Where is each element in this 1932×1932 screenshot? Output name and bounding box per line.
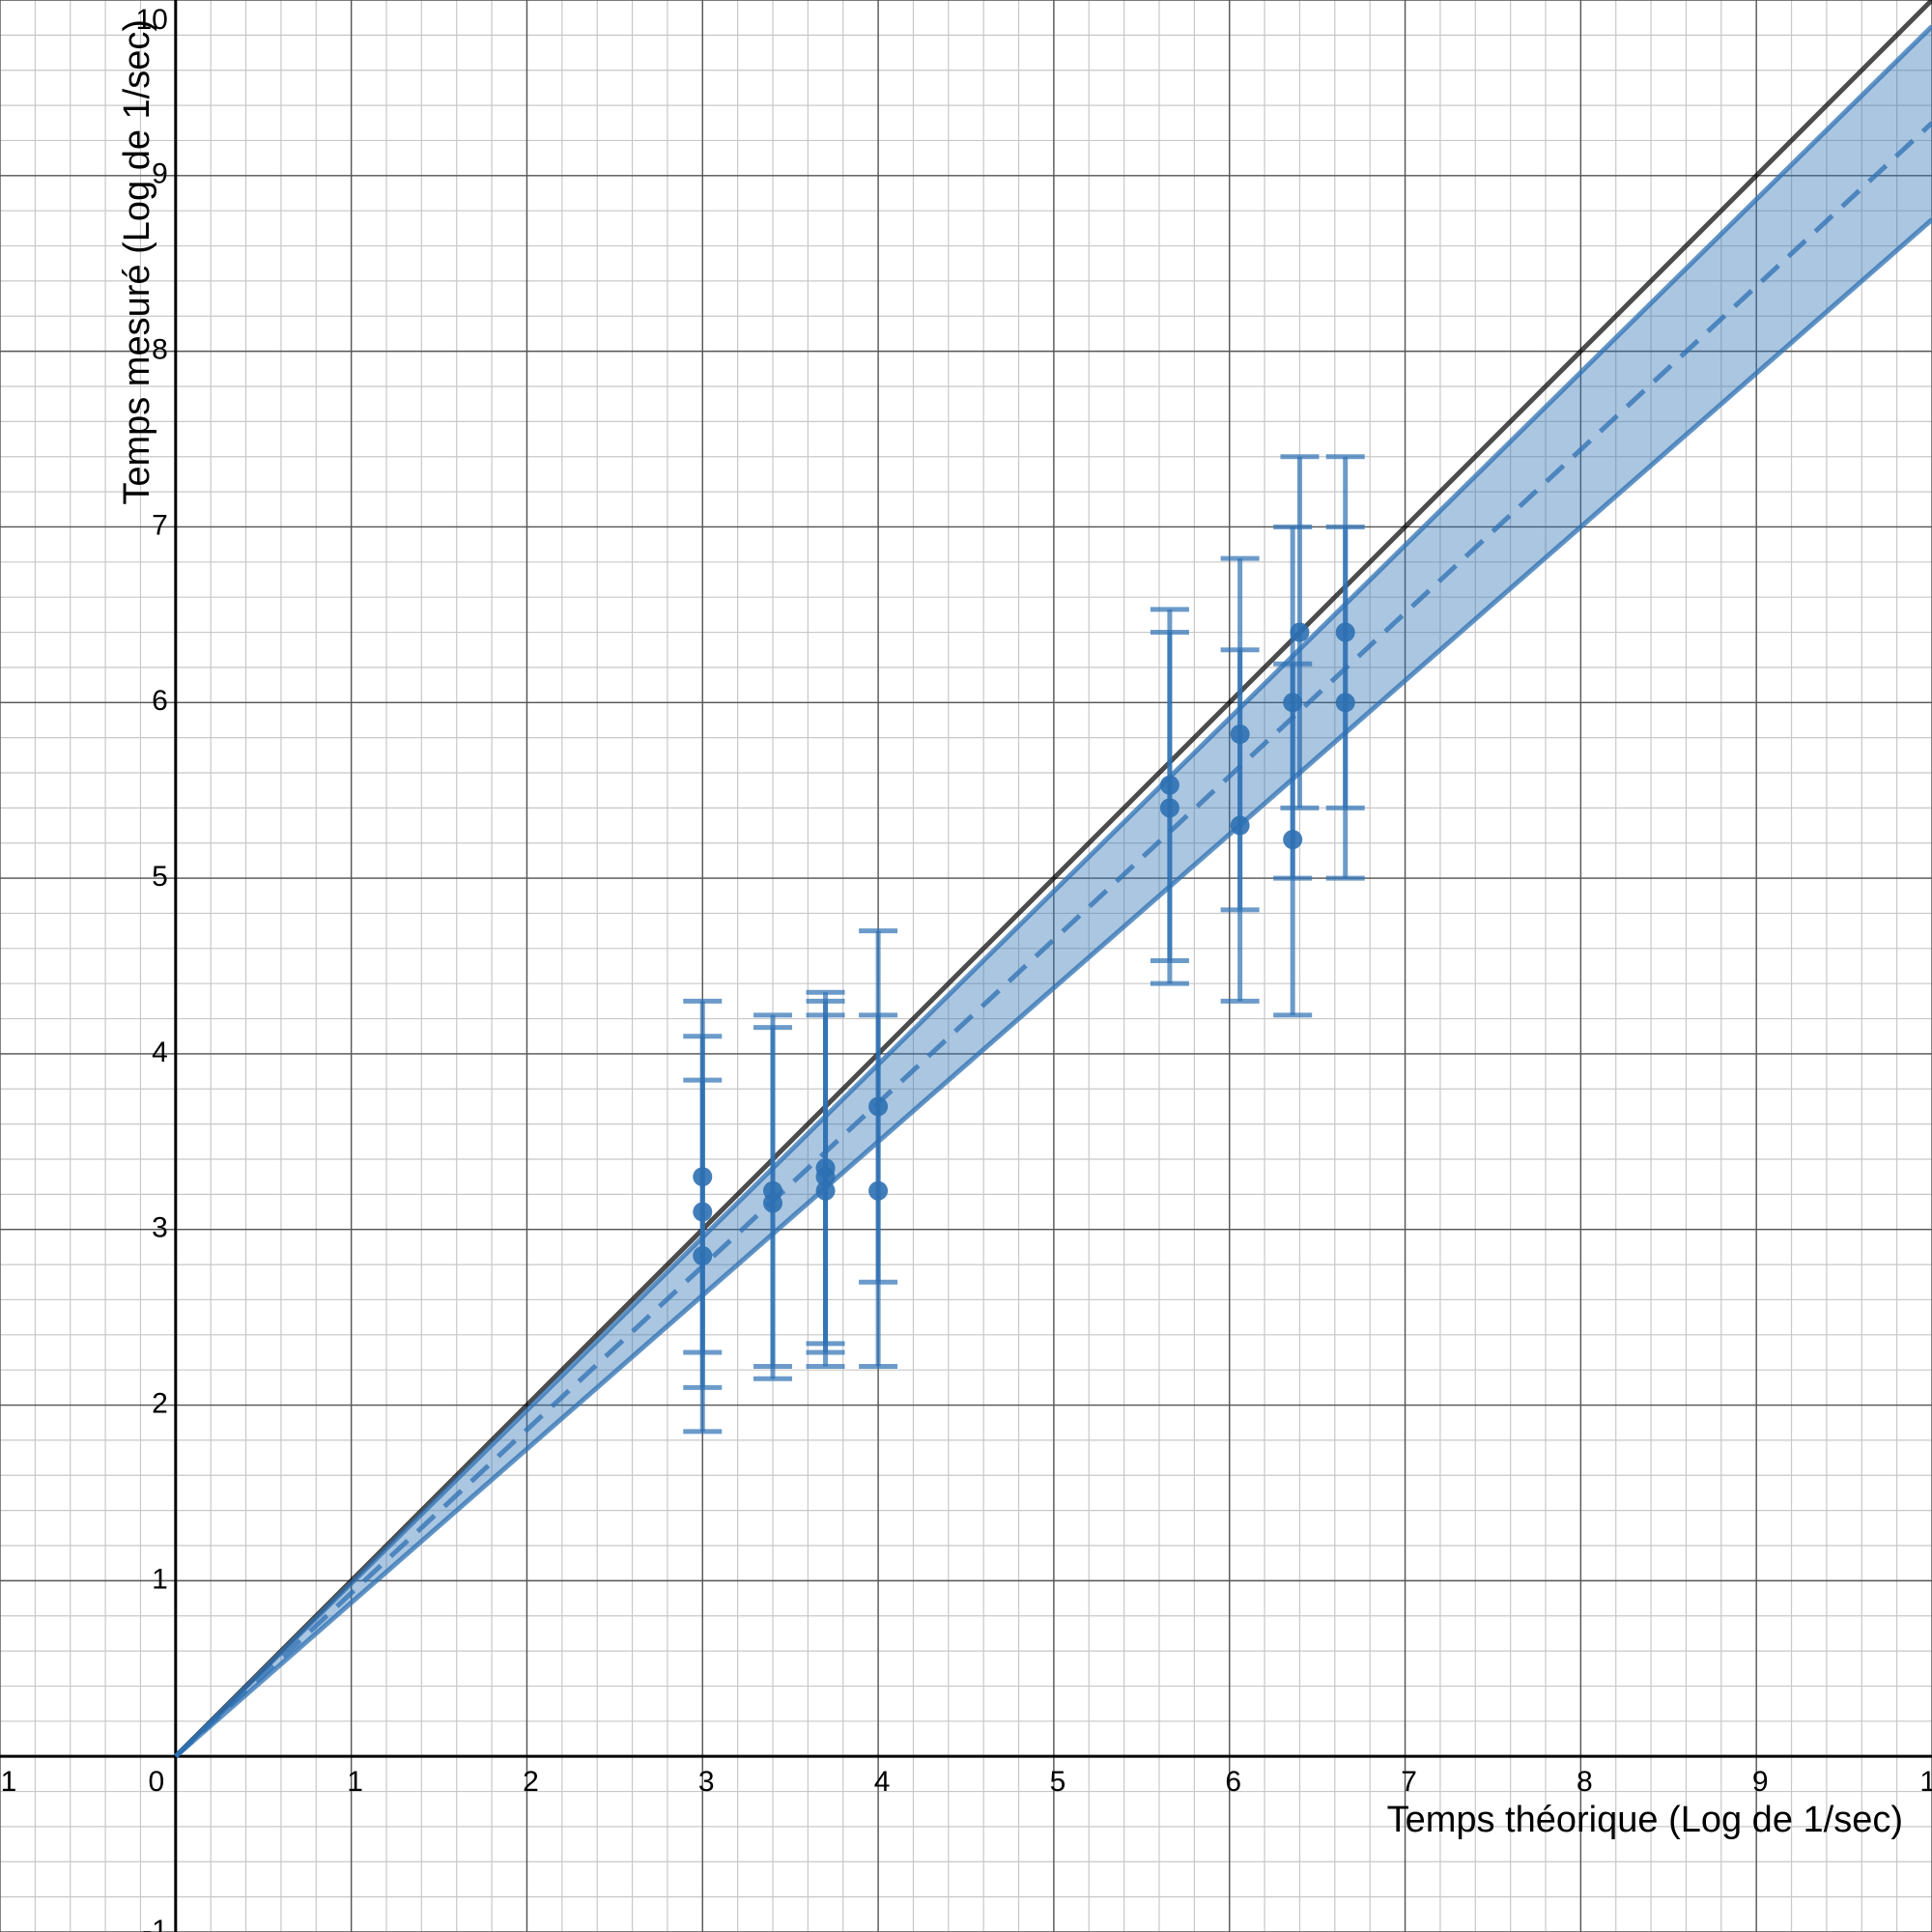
data-point xyxy=(1230,815,1250,836)
x-tick-label: 9 xyxy=(1752,1766,1769,1798)
data-point xyxy=(1159,775,1179,795)
y-tick-label: 6 xyxy=(152,685,168,717)
data-point xyxy=(1283,693,1303,713)
y-tick-label: 2 xyxy=(152,1387,168,1419)
fit-line xyxy=(174,24,1932,1758)
data-point xyxy=(693,1167,713,1187)
fit-line xyxy=(174,217,1932,1759)
y-tick-label: 8 xyxy=(152,334,168,366)
x-tick-label: 1 xyxy=(347,1766,363,1798)
data-point xyxy=(1230,724,1250,744)
data-point xyxy=(1335,622,1355,642)
x-tick-label: 6 xyxy=(1225,1766,1241,1798)
y-tick-label: 10 xyxy=(135,4,167,36)
x-tick-label: 5 xyxy=(1050,1766,1066,1798)
data-point xyxy=(815,1167,836,1187)
x-tick-label: 4 xyxy=(874,1766,891,1798)
fit-line xyxy=(174,0,1932,1758)
data-point xyxy=(868,1096,889,1117)
x-tick-label: 3 xyxy=(698,1766,715,1798)
y-tick-label: -1 xyxy=(142,1915,168,1932)
data-point xyxy=(1335,693,1355,713)
data-point xyxy=(693,1202,713,1222)
data-point xyxy=(868,1180,889,1201)
x-tick-label: 8 xyxy=(1577,1766,1593,1798)
data-point xyxy=(763,1193,782,1213)
x-tick-label: 2 xyxy=(523,1766,539,1798)
y-tick-label: 4 xyxy=(152,1037,168,1068)
y-tick-label: 5 xyxy=(152,861,168,893)
y-tick-label: 7 xyxy=(152,509,168,541)
data-point xyxy=(693,1246,713,1265)
data-point xyxy=(1290,622,1310,642)
x-tick-label: 10 xyxy=(1919,1766,1932,1798)
data-point xyxy=(1159,798,1179,818)
y-tick-label: 1 xyxy=(152,1563,168,1595)
x-tick-label: 7 xyxy=(1401,1766,1417,1798)
y-tick-label: 3 xyxy=(152,1212,168,1244)
x-tick-label: 0 xyxy=(148,1766,164,1798)
y-tick-label: 9 xyxy=(152,158,168,190)
data-point xyxy=(815,1180,836,1201)
data-point xyxy=(1283,830,1303,850)
y-axis-title: Temps mesuré (Log de 1/sec) xyxy=(117,19,157,505)
x-tick-label: -1 xyxy=(0,1766,16,1798)
x-axis-title: Temps théorique (Log de 1/sec) xyxy=(1387,1800,1903,1840)
dashed-fit-line xyxy=(174,121,1932,1759)
